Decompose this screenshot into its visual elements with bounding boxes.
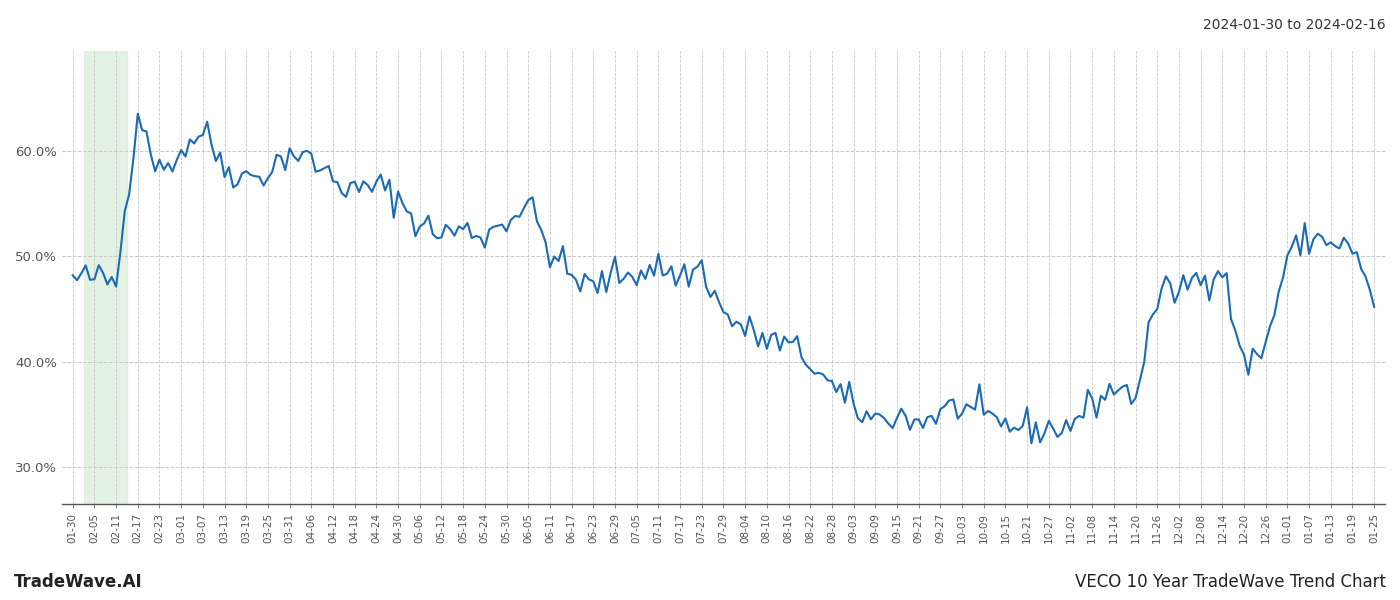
Bar	[84, 51, 127, 504]
Text: VECO 10 Year TradeWave Trend Chart: VECO 10 Year TradeWave Trend Chart	[1075, 573, 1386, 591]
Text: TradeWave.AI: TradeWave.AI	[14, 573, 143, 591]
Text: 2024-01-30 to 2024-02-16: 2024-01-30 to 2024-02-16	[1204, 18, 1386, 32]
